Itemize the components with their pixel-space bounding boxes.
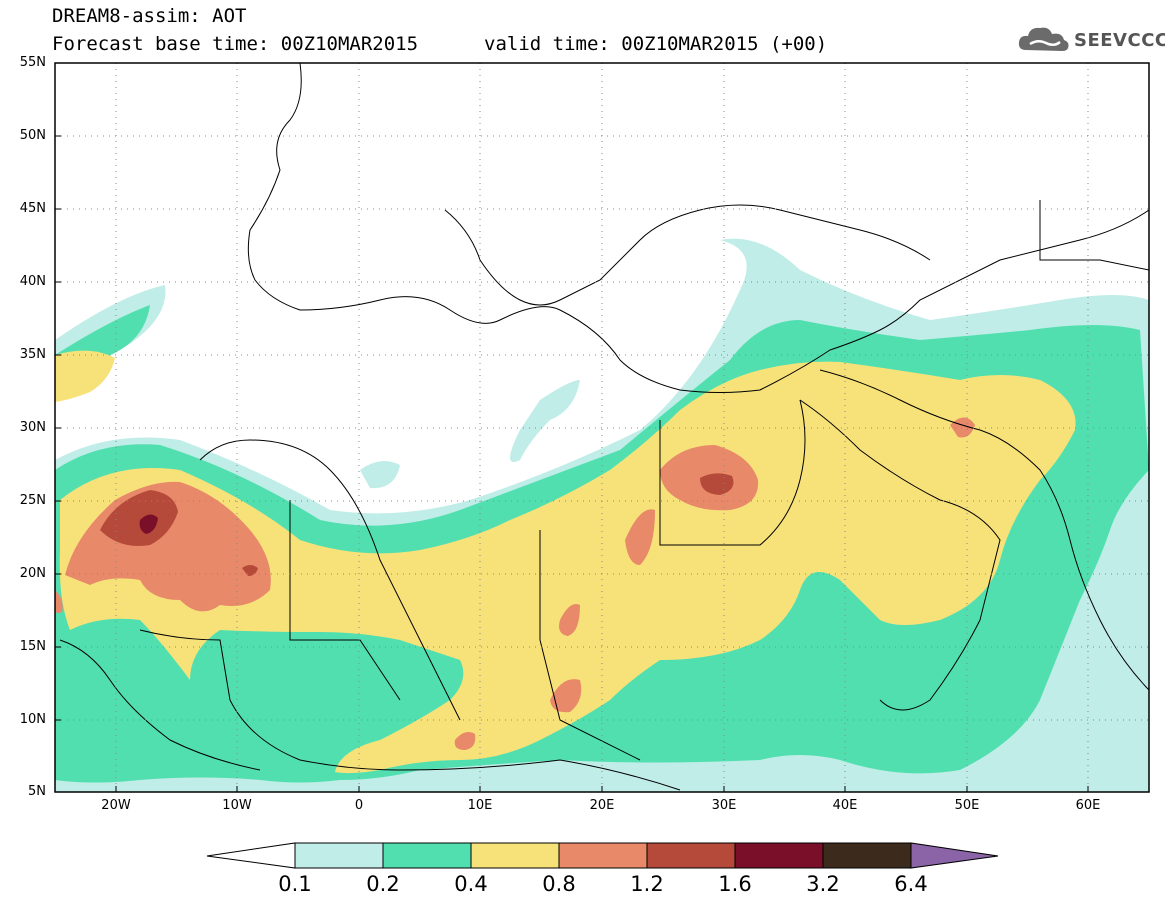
colorbar-swatch-1-6 [734,842,824,869]
colorbar-swatch-0-2 [382,842,472,869]
colorbar-label: 3.2 [806,872,840,896]
map-title: DREAM8-assim: AOT [52,5,247,27]
colorbar-swatch-1-2 [646,842,736,869]
lat-tick-label: 40N [19,274,46,289]
lon-tick-label: 30E [711,798,737,813]
lat-tick-label: 45N [19,201,46,216]
graticule [55,63,1149,792]
lat-tick-label: 20N [19,566,46,581]
colorbar-label: 0.1 [278,872,312,896]
colorbar-label: 0.8 [542,872,576,896]
logo-text: SEEVCCC [1074,30,1165,51]
colorbar-swatch-0-4 [470,842,560,869]
lat-tick-label: 55N [19,55,46,70]
aot-level-0-4 [55,350,1076,774]
lon-tick-label: 40E [832,798,858,813]
lon-tick-label: 20W [101,798,131,813]
valid-time: valid time: 00Z10MAR2015 (+00) [484,33,828,55]
colorbar-label: 6.4 [894,872,928,896]
lon-tick-label: 10W [222,798,252,813]
colorbar-label: 1.2 [630,872,664,896]
lat-tick-label: 35N [19,347,46,362]
lat-tick-label: 30N [19,420,46,435]
lat-tick-label: 5N [28,784,46,799]
lat-tick-label: 10N [19,712,46,727]
colorbar-label: 1.6 [718,872,752,896]
lat-tick-label: 15N [19,639,46,654]
aot-level-1-6 [139,514,158,534]
seevccc-logo: SEEVCCC [1016,22,1165,58]
colorbar-swatch-0-8 [558,842,648,869]
lon-tick-label: 60E [1075,798,1101,813]
forecast-base-time: Forecast base time: 00Z10MAR2015 [52,33,419,55]
colorbar-label: 0.2 [366,872,400,896]
colorbar-under-arrow [206,842,296,869]
aot-field [55,238,1149,792]
lon-tick-label: 10E [467,798,493,813]
cloud-icon [1018,27,1069,51]
lat-tick-label: 25N [19,493,46,508]
colorbar-label: 0.4 [454,872,488,896]
lon-tick-label: 20E [589,798,615,813]
coastlines [59,63,1149,791]
lat-tick-label: 50N [19,128,46,143]
lon-tick-label: 0 [354,798,364,813]
tick-marks [55,62,1089,793]
lon-tick-label: 50E [954,798,980,813]
colorbar [206,842,999,869]
aot-level-1-2 [100,473,734,576]
colorbar-swatch-3-2 [822,842,912,869]
colorbar-over-arrow [910,842,999,869]
colorbar-swatch-0-1 [294,842,384,869]
